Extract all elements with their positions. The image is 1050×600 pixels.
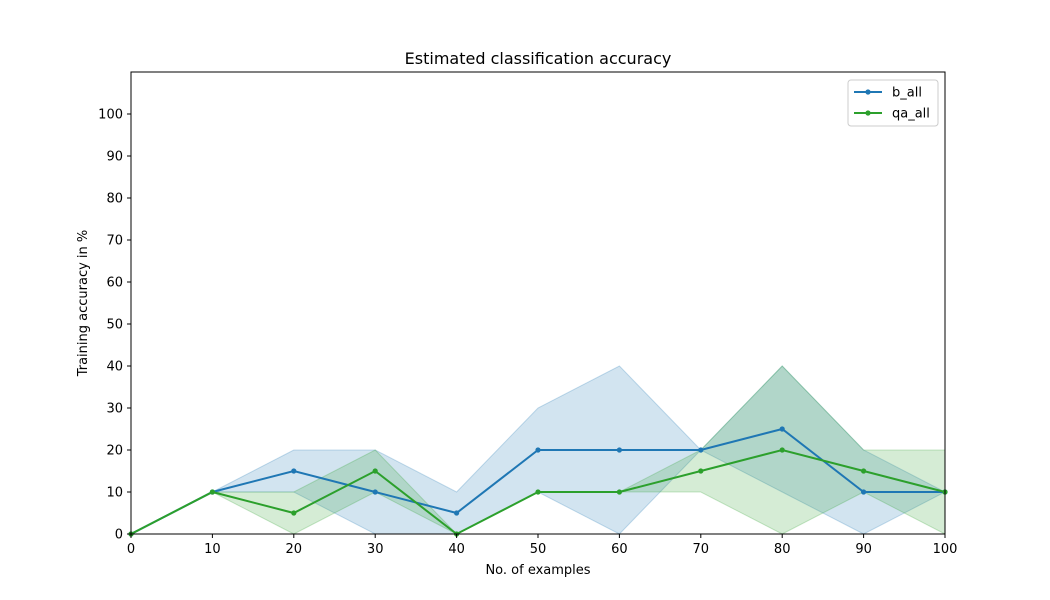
legend-marker-b_all — [865, 89, 871, 95]
x-tick-label: 80 — [774, 542, 791, 557]
y-axis-label: Training accuracy in % — [76, 230, 91, 378]
y-tick-label: 80 — [106, 192, 123, 207]
point-b_all — [454, 510, 460, 516]
point-b_all — [616, 447, 623, 453]
y-tick-label: 60 — [106, 276, 123, 291]
point-b_all — [698, 447, 704, 453]
x-tick-label: 60 — [611, 542, 628, 557]
x-tick-label: 40 — [448, 542, 465, 557]
x-tick-label: 50 — [530, 542, 547, 557]
point-qa_all — [779, 447, 785, 453]
point-qa_all — [861, 468, 867, 474]
y-tick-label: 90 — [106, 150, 123, 165]
y-tick-label: 40 — [106, 360, 123, 375]
chart-title: Estimated classification accuracy — [405, 49, 672, 68]
point-qa_all — [291, 510, 297, 516]
point-qa_all — [372, 468, 378, 474]
series-points — [128, 426, 948, 537]
point-b_all — [779, 426, 785, 432]
x-tick-label: 90 — [855, 542, 872, 557]
x-tick-label: 30 — [367, 542, 384, 557]
y-tick-label: 30 — [106, 402, 123, 417]
point-qa_all — [535, 489, 541, 495]
x-axis-ticks: 0 10 20 30 40 50 60 70 80 90 100 — [127, 534, 958, 557]
legend-label-b_all: b_all — [892, 86, 922, 101]
y-tick-label: 100 — [98, 108, 123, 123]
x-axis-label: No. of examples — [485, 563, 590, 578]
y-tick-label: 20 — [106, 444, 123, 459]
legend-marker-qa_all — [865, 110, 871, 116]
point-qa_all — [698, 468, 704, 474]
point-b_all — [535, 447, 541, 453]
y-tick-label: 10 — [106, 486, 123, 501]
x-tick-label: 100 — [933, 542, 958, 557]
point-b_all — [861, 489, 867, 495]
legend-item-b_all: b_all — [854, 86, 922, 101]
point-qa_all — [616, 489, 623, 495]
legend: b_all qa_all — [847, 79, 939, 127]
point-b_all — [291, 468, 297, 474]
legend-label-qa_all: qa_all — [892, 107, 930, 122]
x-tick-label: 70 — [693, 542, 710, 557]
x-tick-label: 0 — [127, 542, 135, 557]
y-tick-label: 0 — [115, 528, 123, 543]
x-tick-label: 20 — [286, 542, 303, 557]
y-tick-label: 50 — [106, 318, 123, 333]
legend-item-qa_all: qa_all — [854, 107, 930, 122]
y-tick-label: 70 — [106, 234, 123, 249]
y-axis-ticks: 0 10 20 30 40 50 60 70 80 90 100 — [98, 108, 131, 543]
point-qa_all — [209, 489, 215, 495]
point-b_all — [372, 489, 378, 495]
x-tick-label: 10 — [204, 542, 221, 557]
